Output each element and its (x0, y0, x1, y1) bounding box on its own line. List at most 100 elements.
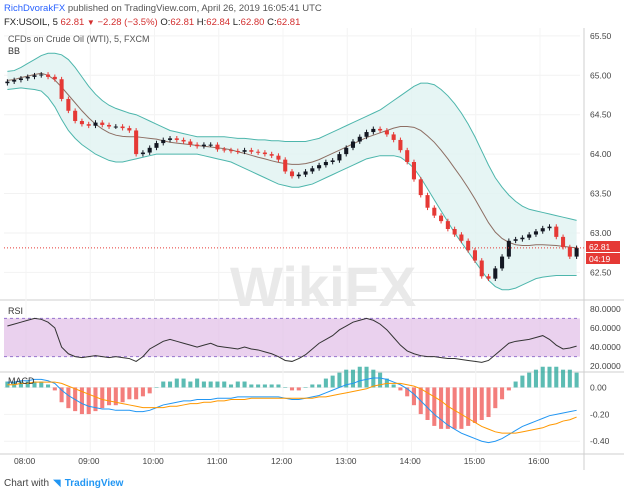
candle-body (66, 98, 71, 111)
author-link[interactable]: RichDvorakFX (4, 3, 66, 14)
candle-body (296, 174, 301, 177)
low-value: 62.80 (240, 17, 265, 28)
candle-body (283, 159, 288, 172)
macd-histogram-bar (486, 387, 491, 418)
macd-histogram-bar (79, 387, 84, 415)
candle-body (317, 165, 322, 169)
candle-body (32, 75, 37, 77)
candle-body (93, 122, 98, 126)
bb-label: BB (8, 46, 20, 56)
chart-header: RichDvorakFX published on TradingView.co… (4, 2, 620, 36)
candle-body (174, 138, 179, 140)
macd-histogram-bar (195, 378, 200, 388)
macd-histogram-bar (235, 381, 240, 388)
footer: Chart with ◥ TradingView (4, 474, 123, 492)
candle-body (405, 150, 410, 162)
macd-histogram-bar (337, 372, 342, 388)
candle-body (276, 155, 281, 160)
price-tag-bg (586, 241, 620, 252)
candle-body (52, 76, 57, 80)
low-label: L: (232, 17, 241, 28)
down-triangle-icon: ▼ (86, 18, 95, 27)
macd-tick-label: -0.40 (590, 436, 610, 446)
macd-histogram-bar (154, 387, 159, 388)
candle-body (113, 126, 118, 128)
macd-histogram-bar (256, 384, 261, 388)
macd-histogram-bar (561, 369, 566, 388)
macd-tick-label: -0.20 (590, 409, 610, 419)
candle-body (303, 171, 308, 175)
macd-histogram-bar (181, 378, 186, 388)
candle-body (350, 141, 356, 148)
candle-body (384, 130, 389, 135)
macd-histogram-bar (127, 387, 132, 400)
macd-histogram-bar (323, 378, 328, 388)
candle-body (269, 154, 274, 156)
macd-histogram-bar (520, 375, 525, 388)
candle-body (208, 144, 213, 146)
macd-histogram-bar (188, 381, 193, 388)
macd-histogram-bar (445, 387, 450, 429)
rsi-tick-label: 20.0000 (590, 361, 621, 371)
macd-histogram-bar (357, 366, 362, 388)
candle-body (574, 247, 579, 257)
macd-histogram-bar (493, 387, 498, 409)
macd-histogram-bar (574, 372, 579, 388)
macd-histogram-bar (228, 384, 234, 388)
macd-histogram-bar (52, 387, 57, 391)
bb-upper-line (7, 52, 577, 221)
macd-histogram-bar (215, 381, 220, 388)
publish-line: RichDvorakFX published on TradingView.co… (4, 2, 620, 16)
symbol-name: FX:USOIL, 5 (4, 17, 58, 28)
macd-histogram-bar (432, 387, 437, 426)
candle-body (154, 143, 159, 148)
time-tag: 04:19 (589, 254, 611, 264)
candle-body (46, 74, 51, 77)
candle-body (357, 136, 362, 142)
macd-histogram-bar (554, 366, 559, 388)
macd-histogram-bar (93, 387, 98, 412)
time-tick-label: 10:00 (143, 456, 165, 466)
candle-body (39, 74, 44, 76)
last-price: 62.81 (60, 17, 85, 28)
macd-histogram-bar (86, 387, 91, 415)
candle-body (79, 121, 84, 125)
rsi-band-fill (4, 318, 580, 357)
candle-body (235, 150, 240, 152)
macd-line (7, 377, 577, 444)
candle-body (418, 179, 423, 196)
candle-body (445, 221, 450, 229)
macd-histogram-bar (350, 369, 356, 388)
candle-body (527, 234, 532, 238)
macd-histogram-bar (46, 384, 51, 388)
open-label: O: (160, 17, 171, 28)
chart-canvas[interactable]: 65.50 65.00 64.50 64.00 63.50 63.00 62.50 80.00… (0, 0, 624, 470)
price-tag: 62.81 (589, 242, 611, 252)
candle-body (391, 134, 396, 140)
candle-body (439, 215, 444, 222)
chart-with-text: Chart with (4, 477, 50, 489)
macd-histogram-bar (269, 384, 274, 388)
candle-body (100, 122, 105, 125)
macd-histogram-bar (134, 387, 139, 400)
macd-histogram-bar (405, 387, 410, 397)
candle-body (371, 128, 376, 133)
candle-body (330, 160, 335, 162)
price-tick-label: 65.50 (590, 31, 612, 41)
candle-body (452, 229, 457, 235)
candle-body (289, 171, 295, 177)
tradingview-brand[interactable]: TradingView (64, 477, 124, 489)
candle-body (432, 207, 437, 216)
time-tick-label: 09:00 (78, 456, 100, 466)
macd-histogram-bar (317, 384, 322, 388)
candle-body (459, 234, 464, 241)
candle-body (323, 162, 328, 166)
macd-histogram-bar (222, 381, 227, 388)
candle-body (201, 144, 206, 147)
macd-histogram-bar (472, 387, 477, 423)
candle-body (466, 240, 471, 251)
macd-histogram-bar (466, 387, 471, 426)
close-label: C: (267, 17, 277, 28)
candle-body (310, 168, 315, 172)
candle-body (188, 141, 193, 145)
